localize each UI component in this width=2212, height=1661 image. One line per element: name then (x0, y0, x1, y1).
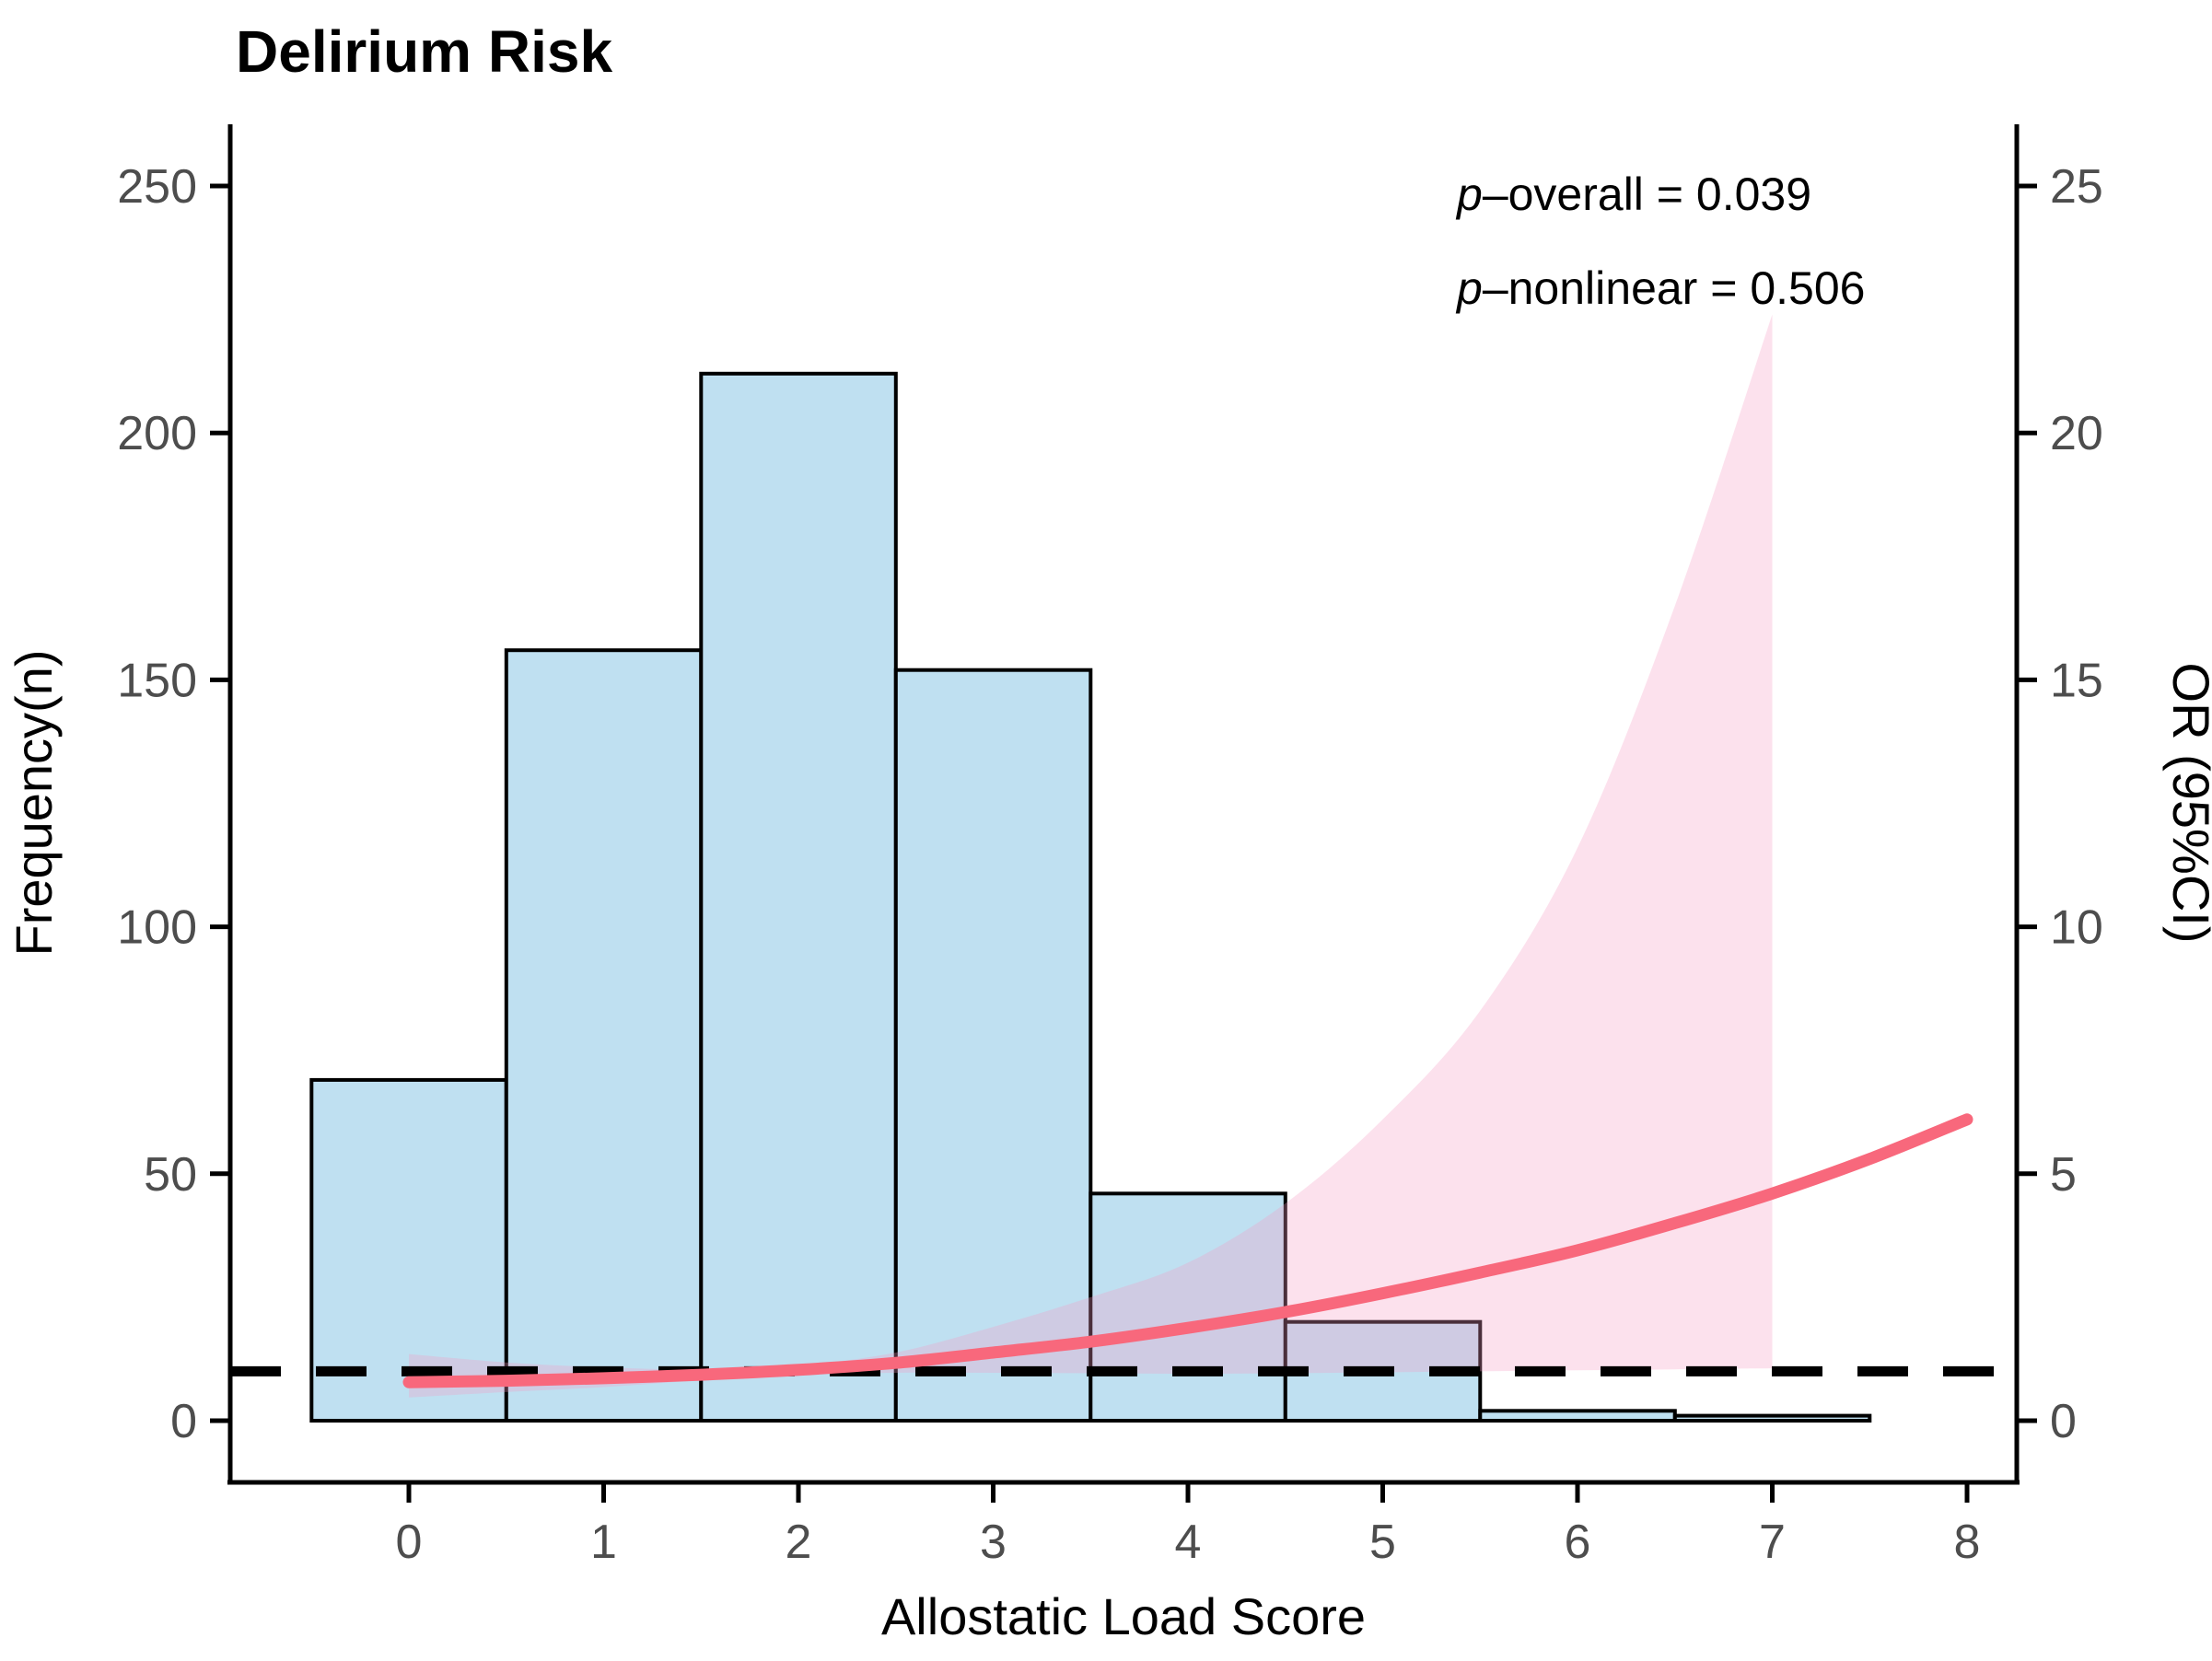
histogram-bar (309, 1077, 508, 1423)
y-left-axis-title: Frequency(n) (5, 649, 63, 956)
y-right-tick-label: 25 (2050, 160, 2103, 214)
x-tick-label: 8 (1954, 1516, 1981, 1569)
histogram-bar (504, 648, 704, 1423)
x-tick-label: 5 (1369, 1516, 1396, 1569)
y-right-tick-label: 15 (2050, 654, 2103, 707)
y-left-tick-label: 50 (144, 1148, 197, 1202)
p-nonlinear-annotation: p–nonlinear = 0.506 (1455, 262, 1865, 314)
x-tick-label: 3 (980, 1516, 1007, 1569)
y-left-tick-label: 200 (117, 407, 197, 460)
or-curve-line (402, 1113, 1973, 1388)
p-symbol: p (1455, 262, 1483, 314)
x-tick-label: 2 (786, 1516, 812, 1569)
ci-band-area (409, 314, 1773, 1398)
y-right-tick-label: 20 (2050, 407, 2103, 460)
p-nonlinear-text: –nonlinear = 0.506 (1483, 262, 1866, 314)
or-curve (402, 1113, 1973, 1388)
histogram-bar (1672, 1413, 1872, 1423)
histogram-bar (1478, 1409, 1677, 1423)
p-overall-text: –overall = 0.039 (1483, 168, 1811, 220)
histogram-bar (1089, 1191, 1287, 1423)
y-left-tick-label: 250 (117, 160, 197, 214)
y-left-tick-label: 150 (117, 654, 197, 707)
x-tick-label: 1 (590, 1516, 617, 1569)
x-tick-label: 6 (1565, 1516, 1591, 1569)
histogram-bar (893, 668, 1093, 1423)
y-right-tick-label: 0 (2050, 1395, 2077, 1448)
axes (227, 124, 2020, 1485)
y-left-tick-label: 100 (117, 901, 197, 955)
x-axis-title: Allostatic Load Score (881, 1587, 1366, 1645)
y-right-axis-title: OR (95%CI) (2162, 663, 2212, 944)
histogram-bar (699, 371, 898, 1423)
y-left-tick-label: 0 (170, 1395, 197, 1448)
p-overall-annotation: p–overall = 0.039 (1455, 168, 1811, 220)
x-tick-label: 4 (1175, 1516, 1202, 1569)
x-tick-label: 7 (1759, 1516, 1786, 1569)
p-symbol: p (1455, 168, 1483, 220)
y-right-tick-label: 5 (2050, 1148, 2077, 1202)
x-tick-label: 0 (396, 1516, 423, 1569)
chart-title: Delirium Risk (236, 18, 612, 85)
histogram-bars (309, 371, 1872, 1423)
ci-band (409, 314, 1773, 1398)
y-right-tick-label: 10 (2050, 901, 2103, 955)
